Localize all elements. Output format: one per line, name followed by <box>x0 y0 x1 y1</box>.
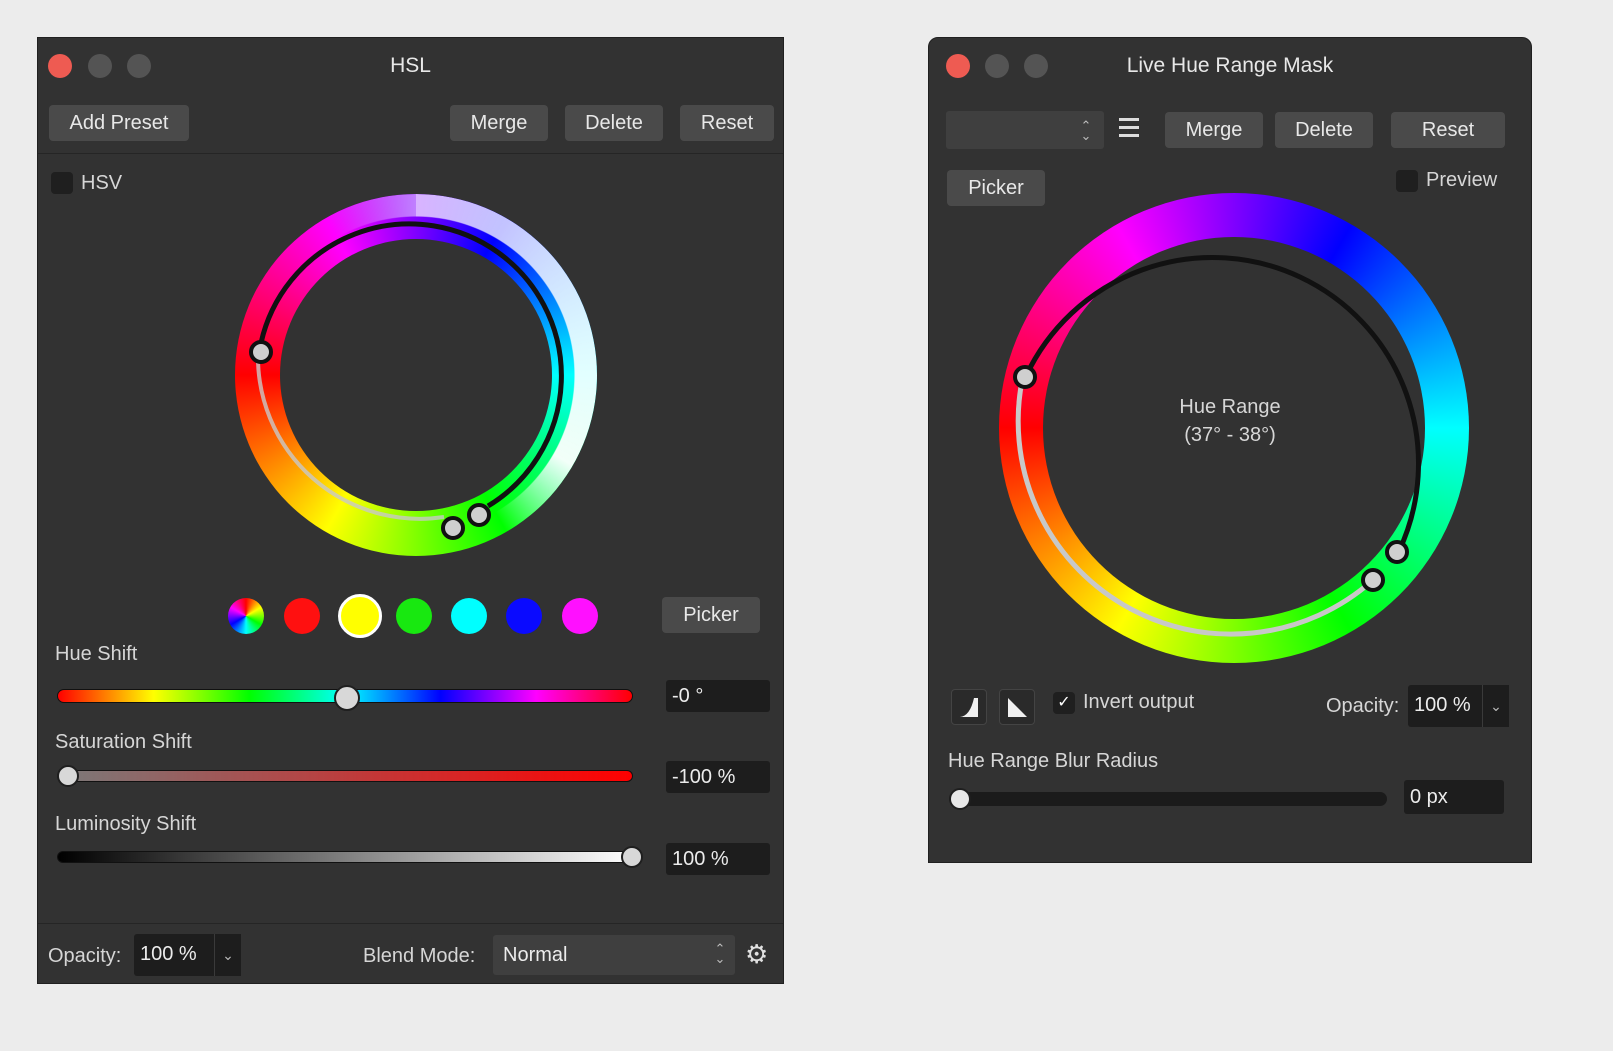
falloff-rise-button[interactable] <box>951 689 987 725</box>
hsl-titlebar: HSL <box>38 38 783 94</box>
invert-output-checkbox[interactable]: ✓ <box>1053 692 1075 714</box>
hsl-opacity-label: Opacity: <box>48 945 122 967</box>
preview-label: Preview <box>1426 169 1498 191</box>
reset-button[interactable]: Reset <box>680 105 774 141</box>
hsl-range-handle-inner[interactable] <box>441 516 465 540</box>
merge-button[interactable]: Merge <box>1165 112 1263 148</box>
hsl-panel: HSL Add Preset Merge Delete Reset HSV Pi… <box>37 37 784 984</box>
zoom-button[interactable] <box>127 54 151 78</box>
hue-range-handle-end[interactable] <box>1385 540 1409 564</box>
blend-mode-select[interactable]: Normal <box>493 935 735 975</box>
hsl-range-handle-end[interactable] <box>467 503 491 527</box>
mask-titlebar: Live Hue Range Mask <box>929 38 1531 94</box>
hue-shift-field[interactable]: -0 ° <box>666 680 770 712</box>
hsl-range-arc <box>249 221 564 540</box>
ramp-up-icon <box>960 698 978 717</box>
hsv-checkbox[interactable] <box>51 172 73 194</box>
mask-window-title: Live Hue Range Mask <box>1126 54 1334 77</box>
luminosity-shift-label: Luminosity Shift <box>55 813 197 835</box>
blend-mode-stepper-icon: ⌃ ⌄ <box>714 941 726 966</box>
hue-shift-knob[interactable] <box>334 685 360 711</box>
hue-range-arc <box>1013 255 1421 637</box>
saturation-shift-slider[interactable] <box>57 770 633 782</box>
hsl-opacity-dropdown-chevron-icon[interactable]: ⌄ <box>214 934 241 976</box>
footer-divider <box>38 923 783 924</box>
luminosity-shift-field[interactable]: 100 % <box>666 843 770 875</box>
hue-range-handle-start[interactable] <box>1013 365 1037 389</box>
merge-button[interactable]: Merge <box>450 105 548 141</box>
close-button[interactable] <box>946 54 970 78</box>
hsv-label: HSV <box>81 172 123 194</box>
hsl-range-handle-start[interactable] <box>249 340 273 364</box>
hue-range-mask-panel: Live Hue Range Mask ⌃ ⌄ Merge Delete Rese… <box>928 37 1532 863</box>
swatch-yellow-selected[interactable] <box>338 594 382 638</box>
hue-range-value: (37° - 38°) <box>1184 424 1276 446</box>
blend-mode-label: Blend Mode: <box>363 945 476 967</box>
zoom-button[interactable] <box>1024 54 1048 78</box>
preset-stepper-icon: ⌃ ⌄ <box>1080 118 1092 143</box>
hue-range-handle-inner[interactable] <box>1361 568 1385 592</box>
hsl-window-title: HSL <box>390 54 431 77</box>
swatch-cyan[interactable] <box>451 598 487 634</box>
mask-preset-select[interactable] <box>946 111 1104 149</box>
mask-picker-button[interactable]: Picker <box>947 170 1045 206</box>
swatch-red[interactable] <box>284 598 320 634</box>
swatch-magenta[interactable] <box>562 598 598 634</box>
saturation-shift-field[interactable]: -100 % <box>666 761 770 793</box>
mask-opacity-dropdown-chevron-icon[interactable]: ⌄ <box>1482 685 1509 727</box>
delete-button[interactable]: Delete <box>1275 112 1373 148</box>
swatch-all-colors[interactable] <box>228 598 264 634</box>
luminosity-shift-slider[interactable] <box>57 851 633 863</box>
hsl-wheel-range-overlay <box>235 194 597 556</box>
luminosity-shift-knob[interactable] <box>621 846 643 868</box>
swatch-green[interactable] <box>396 598 432 634</box>
blur-radius-label: Hue Range Blur Radius <box>948 750 1159 772</box>
swatch-blue[interactable] <box>506 598 542 634</box>
mask-opacity-label: Opacity: <box>1326 695 1400 717</box>
hsl-picker-button[interactable]: Picker <box>662 597 760 633</box>
gear-icon[interactable]: ⚙ <box>745 939 769 969</box>
menu-icon[interactable] <box>1119 118 1139 137</box>
blur-radius-knob[interactable] <box>949 788 971 810</box>
hue-shift-label: Hue Shift <box>55 643 138 665</box>
blur-radius-field[interactable]: 0 px <box>1404 780 1504 814</box>
ramp-down-icon <box>1008 698 1027 717</box>
add-preset-button[interactable]: Add Preset <box>49 105 189 141</box>
falloff-fall-button[interactable] <box>999 689 1035 725</box>
delete-button[interactable]: Delete <box>565 105 663 141</box>
toolbar-divider <box>38 153 783 154</box>
close-button[interactable] <box>48 54 72 78</box>
saturation-shift-knob[interactable] <box>57 765 79 787</box>
minimize-button[interactable] <box>88 54 112 78</box>
minimize-button[interactable] <box>985 54 1009 78</box>
saturation-shift-label: Saturation Shift <box>55 731 192 753</box>
invert-output-label: Invert output <box>1083 691 1195 713</box>
hue-range-label: Hue Range <box>1179 396 1281 418</box>
blur-radius-slider[interactable] <box>949 792 1387 806</box>
reset-button[interactable]: Reset <box>1391 112 1505 148</box>
preview-checkbox[interactable] <box>1396 170 1418 192</box>
